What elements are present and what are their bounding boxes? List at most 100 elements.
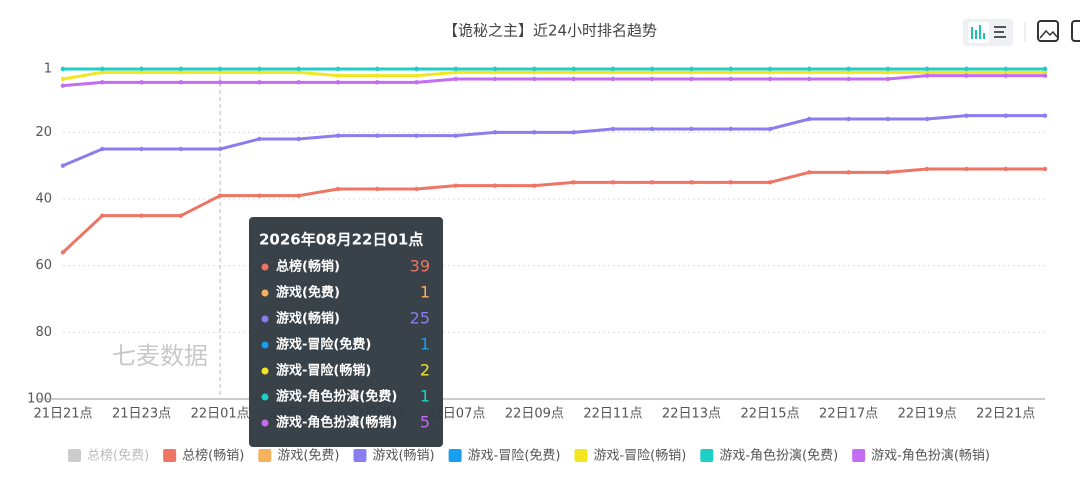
series-line (61, 167, 1045, 254)
data-point (650, 70, 655, 75)
data-point (414, 133, 419, 138)
x-tick-label: 22日21点 (976, 407, 1035, 422)
data-point (728, 70, 733, 75)
data-point (807, 66, 812, 72)
data-point (1003, 70, 1008, 75)
bar-icon (971, 25, 985, 39)
data-point (100, 80, 105, 85)
legend-item[interactable]: 游戏(畅销) (353, 449, 435, 464)
y-tick-label: 40 (35, 192, 52, 207)
legend-item[interactable]: 总榜(畅销) (163, 448, 244, 464)
tooltip-dot (261, 263, 269, 271)
data-point (964, 73, 969, 78)
data-point (885, 76, 891, 82)
data-point (60, 83, 66, 88)
data-point (296, 136, 301, 142)
data-point (846, 66, 851, 72)
data-point (1003, 166, 1008, 172)
data-point (610, 70, 616, 75)
data-point (492, 183, 498, 188)
data-point (453, 76, 458, 82)
tooltip-dot (261, 341, 269, 349)
data-point (728, 180, 733, 185)
x-tick-label: 22日09点 (505, 407, 564, 422)
data-point (60, 66, 66, 72)
data-point (571, 66, 576, 72)
tooltip-value: 39 (410, 257, 430, 276)
data-point (728, 76, 733, 82)
legend-item[interactable]: 游戏-角色扮演(免费) (700, 448, 838, 464)
legend-item[interactable]: 总榜(免费) (68, 448, 149, 464)
data-point (335, 66, 341, 72)
legend-item[interactable]: 游戏-角色扮演(畅销) (852, 448, 990, 464)
data-point (257, 66, 262, 72)
data-point (807, 70, 812, 75)
data-point (217, 146, 223, 152)
data-point (924, 116, 930, 122)
data-point (139, 66, 144, 72)
tooltip-box (249, 217, 443, 447)
data-point (689, 180, 694, 185)
data-point (414, 80, 419, 85)
data-point (689, 66, 694, 72)
data-point (571, 76, 576, 82)
data-point (492, 70, 498, 75)
download-icon[interactable] (1071, 20, 1080, 42)
data-point (375, 133, 380, 138)
data-point (296, 66, 301, 72)
legend-swatch (574, 449, 588, 462)
data-point (178, 66, 184, 72)
y-tick-label: 80 (35, 325, 52, 340)
x-tick-label: 21日21点 (33, 407, 92, 422)
data-point (296, 193, 301, 198)
image-icon[interactable] (1037, 20, 1059, 42)
data-point (846, 70, 851, 75)
legend-label: 游戏-冒险(畅销) (593, 449, 686, 464)
data-point (650, 66, 655, 72)
tooltip-dot (261, 393, 269, 401)
data-point (217, 193, 223, 198)
image-icon-detail (1039, 29, 1058, 39)
data-point (689, 70, 694, 75)
legend-item[interactable]: 游戏(免费) (258, 449, 339, 464)
legend-label: 游戏-角色扮演(畅销) (871, 448, 990, 464)
data-point (610, 66, 616, 72)
data-point (650, 126, 655, 132)
tooltip-dot (261, 367, 269, 375)
data-point (689, 126, 694, 132)
data-point (1042, 70, 1048, 75)
data-point (807, 76, 812, 82)
data-point (924, 70, 930, 75)
data-point (139, 80, 144, 85)
data-point (60, 163, 66, 168)
data-point (571, 130, 576, 135)
data-point (964, 166, 969, 172)
data-point (414, 186, 419, 192)
tooltip-series-name: 游戏(免费) (276, 285, 340, 301)
x-tick-label: 22日15点 (740, 407, 799, 422)
legend-swatch (68, 449, 81, 462)
data-point (257, 70, 262, 75)
legend-item[interactable]: 游戏-冒险(畅销) (574, 449, 686, 464)
data-point (178, 80, 184, 85)
legend-label: 游戏-角色扮演(免费) (719, 448, 838, 464)
data-point (335, 73, 341, 78)
tooltip-dot (261, 315, 269, 323)
data-point (532, 76, 537, 82)
toolbar[interactable] (963, 19, 1080, 46)
data-point (296, 80, 301, 85)
data-point (964, 66, 969, 72)
data-point (1042, 66, 1048, 72)
data-point (257, 80, 262, 85)
data-point (335, 186, 341, 192)
data-point (767, 66, 773, 72)
y-tick-label: 20 (35, 125, 52, 140)
legend-item[interactable]: 游戏-冒险(免费) (448, 449, 561, 464)
data-point (100, 70, 105, 75)
data-point (178, 146, 184, 152)
tooltip-dot (261, 289, 269, 297)
data-point (924, 73, 930, 78)
data-point (492, 76, 498, 82)
